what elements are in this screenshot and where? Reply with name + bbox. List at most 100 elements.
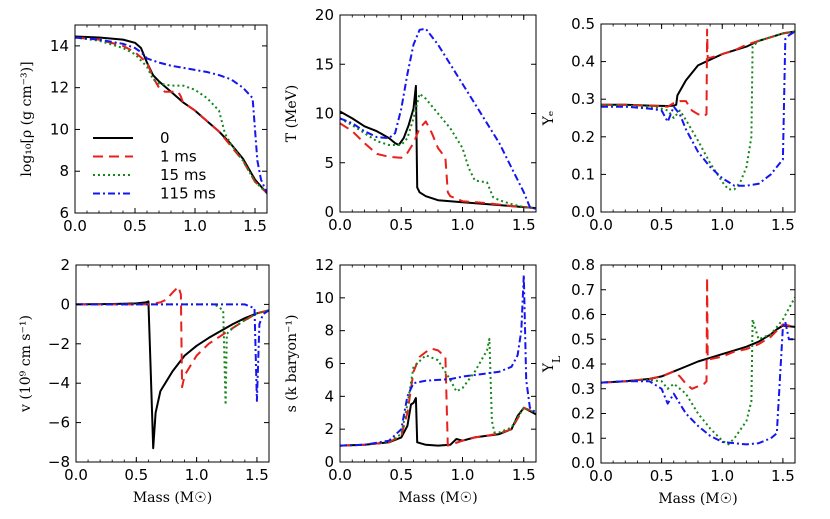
legend-label: 1 ms (160, 148, 197, 166)
x-tick-label: 0.0 (589, 216, 613, 234)
series-line-yl-2 (601, 296, 795, 446)
y-tick-label: 0.7 (571, 281, 595, 299)
panel-velocity: 0.0 0.5 1.0 1.5 −8 −6 −4 −2 0 2 v (10⁹ cm s⁻¹) Mass… (18, 256, 270, 506)
x-tick-label: 0.0 (328, 466, 352, 484)
y-tick-label: 2 (60, 256, 70, 274)
y-tick-label: 2 (324, 420, 334, 438)
y-tick-label: −6 (48, 414, 70, 432)
panel-temperature: 0.0 0.5 1.0 1.5 0 5 10 15 20 T (MeV) (284, 6, 537, 234)
x-tick-label: 1.0 (185, 466, 209, 484)
x-tick-label: 1.5 (771, 467, 795, 485)
axes-frame-velocity (75, 264, 270, 463)
series-line-ye-0 (601, 30, 795, 107)
y-axis-label: Yₑ (541, 111, 557, 127)
y-axis-label: log₁₀[ρ (g cm⁻³)] (19, 61, 35, 176)
series-line-density-2 (75, 36, 267, 194)
legend-label: 15 ms (160, 166, 206, 184)
x-tick-label: 1.5 (512, 466, 536, 484)
y-tick-label: 0.4 (571, 355, 595, 373)
y-tick-label: 12 (50, 79, 69, 97)
series-line-density-1 (75, 36, 267, 194)
x-tick-label: 0.5 (389, 466, 413, 484)
axes-frame-yl (600, 264, 796, 464)
y-tick-label: 0.0 (571, 203, 595, 221)
x-axis-label: Mass (M☉) (658, 491, 737, 507)
x-tick-label: 0.5 (650, 467, 674, 485)
y-tick-label: 0 (60, 295, 70, 313)
x-tick-label: 1.0 (183, 217, 207, 235)
y-tick-label: 12 (315, 256, 334, 274)
y-axis-label: YL (541, 355, 563, 373)
y-tick-label: 0 (324, 203, 334, 221)
y-tick-label: 10 (50, 120, 69, 138)
y-axis-label: T (MeV) (284, 85, 300, 142)
x-tick-label: 1.0 (451, 216, 475, 234)
x-tick-label: 1.5 (245, 466, 269, 484)
x-tick-label: 0.0 (63, 217, 87, 235)
y-tick-label: 6 (324, 355, 334, 373)
x-tick-label: 0.5 (389, 216, 413, 234)
y-tick-label: 8 (324, 322, 334, 340)
y-tick-label: 8 (59, 162, 69, 180)
series-line-yl-3 (601, 320, 795, 446)
x-axis-label: Mass (M☉) (398, 490, 477, 506)
series-line-ye-2 (601, 30, 795, 191)
y-tick-label: 0.6 (571, 306, 595, 324)
series-line-yl-0 (601, 324, 795, 384)
legend-label: 115 ms (160, 185, 216, 203)
series-line-entropy-2 (340, 337, 536, 447)
y-tick-label: 0.1 (571, 429, 595, 447)
series-line-velocity-0 (76, 300, 269, 450)
series-line-velocity-3 (76, 303, 269, 402)
x-tick-label: 0.5 (124, 466, 148, 484)
x-axis-label: Mass (M☉) (133, 490, 212, 506)
y-axis-label: s (k baryon⁻¹) (284, 315, 300, 413)
x-tick-label: 0.5 (123, 217, 147, 235)
x-tick-label: 1.0 (451, 466, 475, 484)
x-tick-label: 1.0 (710, 216, 734, 234)
legend-label: 0 (160, 129, 170, 147)
series-line-yl-1 (601, 276, 795, 390)
y-tick-label: 0.5 (571, 330, 595, 348)
y-tick-label: −8 (48, 453, 70, 471)
axes-frame-ye (600, 23, 796, 213)
panel-entropy: 0.0 0.5 1.0 1.5 0 2 4 6 8 10 12 s (k baryon⁻¹) Mass … (284, 256, 537, 506)
y-axis-label: v (10⁹ cm s⁻¹) (18, 315, 34, 413)
x-tick-label: 1.5 (243, 217, 267, 235)
series-line-ye-3 (601, 30, 795, 187)
y-tick-label: 0 (324, 453, 334, 471)
y-tick-label: −4 (48, 374, 70, 392)
series-line-entropy-1 (340, 347, 536, 447)
y-tick-label: 0.2 (571, 405, 595, 423)
y-tick-label: 5 (324, 154, 334, 172)
y-tick-label: 10 (315, 289, 334, 307)
x-tick-label: 0.5 (650, 216, 674, 234)
panel-yl: 0.0 0.5 1.0 1.5 0.0 0.1 0.2 0.3 0.4 0.5 0.6 0.7 0.8 Y… (541, 256, 796, 507)
x-tick-label: 0.0 (64, 466, 88, 484)
panel-ye: 0.0 0.5 1.0 1.5 0.0 0.1 0.2 0.3 0.4 0.5 Yₑ (541, 15, 796, 234)
series-line-density-3 (75, 36, 267, 194)
y-tick-label: 0.1 (571, 165, 595, 183)
axes-frame-entropy (339, 264, 537, 463)
y-tick-label: 4 (324, 387, 334, 405)
y-tick-label: 14 (50, 37, 69, 55)
x-tick-label: 1.5 (512, 216, 536, 234)
y-tick-label: −2 (48, 335, 70, 353)
x-tick-label: 1.5 (771, 216, 795, 234)
y-tick-label: 20 (315, 6, 334, 24)
series-line-temperature-2 (340, 92, 536, 210)
y-tick-label: 0.3 (571, 90, 595, 108)
series-line-entropy-3 (340, 273, 536, 447)
x-tick-label: 0.0 (589, 467, 613, 485)
y-tick-label: 0.5 (571, 15, 595, 33)
series-line-entropy-0 (340, 397, 536, 447)
panel-density: 0.0 0.5 1.0 1.5 6 8 10 12 14 log₁₀[ρ (g cm⁻³)] 01 … (19, 24, 268, 235)
series-line-ye-1 (601, 28, 795, 118)
y-tick-label: 6 (59, 204, 69, 222)
y-tick-label: 0.2 (571, 128, 595, 146)
y-tick-label: 0.3 (571, 380, 595, 398)
y-tick-label: 0.0 (571, 454, 595, 472)
series-line-temperature-3 (340, 27, 536, 210)
